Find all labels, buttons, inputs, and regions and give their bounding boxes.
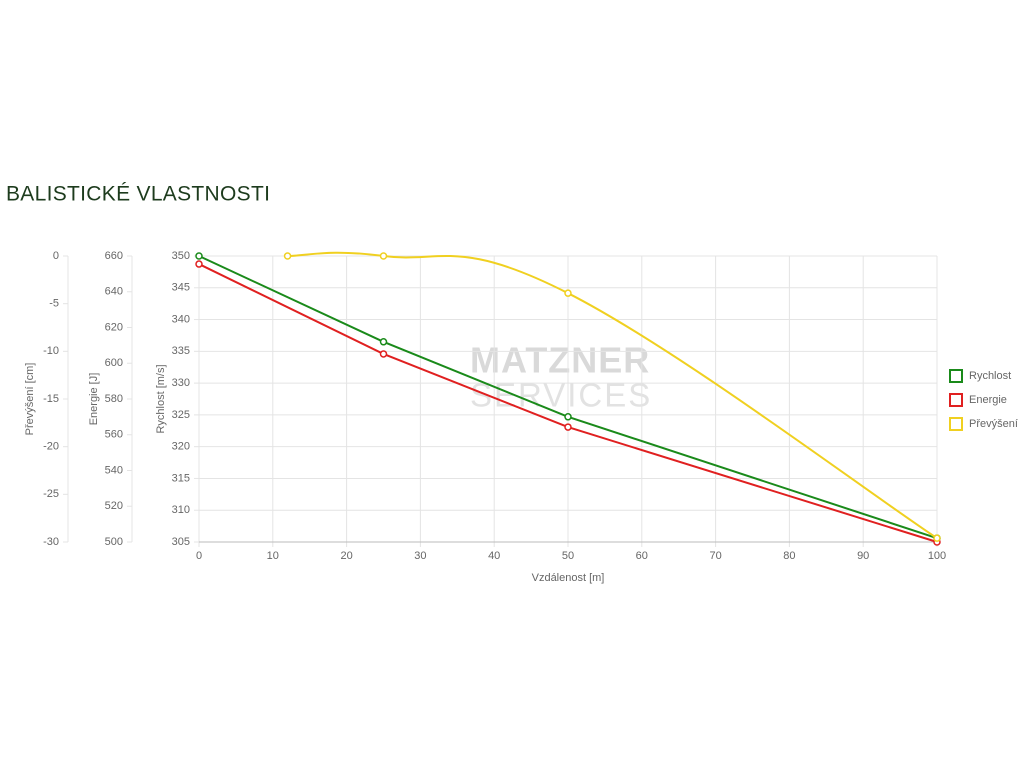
data-point — [564, 289, 572, 297]
legend-label: Energie — [969, 394, 1007, 406]
x-tick-label: 70 — [709, 550, 721, 562]
data-point — [933, 534, 941, 542]
x-tick-label: 0 — [196, 550, 202, 562]
y-tick-label: 560 — [105, 429, 123, 441]
y-axis-label: Převýšení [cm] — [24, 363, 36, 436]
data-point — [379, 252, 388, 260]
data-point — [283, 252, 292, 260]
y-tick-label: 540 — [105, 464, 123, 476]
legend-label: Rychlost — [969, 370, 1011, 382]
y-tick-label: 340 — [172, 313, 190, 325]
series-line — [198, 255, 938, 540]
y-tick-label: 620 — [105, 321, 123, 333]
y-tick-label: -15 — [43, 393, 59, 405]
y-tick-label: 520 — [105, 500, 123, 512]
legend-swatch — [949, 393, 963, 407]
x-tick-label: 10 — [267, 550, 279, 562]
y-tick-label: -20 — [43, 441, 59, 453]
y-tick-label: 580 — [105, 393, 123, 405]
series-line — [287, 251, 938, 540]
y-tick-label: 325 — [172, 409, 190, 421]
y-axis-label: Energie [J] — [88, 373, 100, 426]
y-tick-label: 320 — [172, 441, 190, 453]
y-tick-label: -5 — [49, 298, 59, 310]
y-tick-label: 330 — [172, 377, 190, 389]
y-tick-label: 345 — [172, 282, 190, 294]
y-tick-label: 500 — [105, 536, 123, 548]
watermark: MATZNER — [470, 340, 650, 381]
y-tick-label: 350 — [172, 250, 190, 262]
page-title: BALISTICKÉ VLASTNOSTI — [6, 183, 270, 206]
x-tick-label: 60 — [636, 550, 648, 562]
y-tick-label: 335 — [172, 345, 190, 357]
data-point — [379, 350, 388, 358]
watermark: SERVICES — [470, 377, 652, 414]
y-tick-label: -10 — [43, 345, 59, 357]
data-point — [379, 338, 388, 346]
x-tick-label: 100 — [928, 550, 946, 562]
legend-swatch — [949, 369, 963, 383]
y-tick-label: 640 — [105, 286, 123, 298]
x-axis-label: Vzdálenost [m] — [532, 572, 605, 584]
y-tick-label: 660 — [105, 250, 123, 262]
y-tick-label: 600 — [105, 357, 123, 369]
data-point — [195, 260, 203, 268]
y-tick-label: 0 — [53, 250, 59, 262]
data-point — [564, 423, 572, 431]
data-point — [564, 413, 572, 421]
y-tick-label: 305 — [172, 536, 190, 548]
x-tick-label: 50 — [562, 550, 574, 562]
y-tick-label: 315 — [172, 472, 190, 484]
y-tick-label: 310 — [172, 504, 190, 516]
series-line — [198, 263, 938, 543]
data-point — [195, 252, 203, 260]
x-tick-label: 90 — [857, 550, 869, 562]
x-tick-label: 40 — [488, 550, 500, 562]
y-tick-label: -25 — [43, 488, 59, 500]
x-tick-label: 30 — [414, 550, 426, 562]
x-tick-label: 80 — [783, 550, 795, 562]
y-axis-label: Rychlost [m/s] — [155, 364, 167, 433]
y-tick-label: -30 — [43, 536, 59, 548]
legend-swatch — [949, 417, 963, 431]
legend-label: Převýšení — [969, 418, 1018, 430]
x-tick-label: 20 — [340, 550, 352, 562]
